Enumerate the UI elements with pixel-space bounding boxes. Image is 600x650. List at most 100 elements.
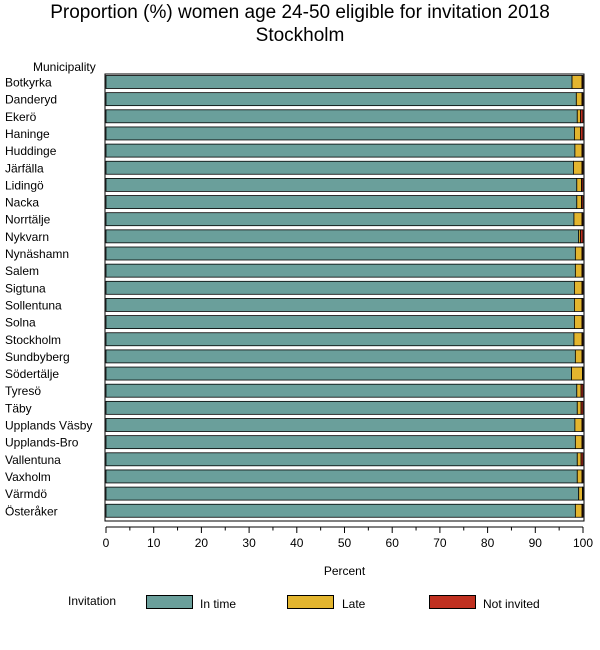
bar-late	[571, 75, 583, 89]
bar-in-time	[105, 263, 576, 278]
bar-late	[574, 349, 583, 364]
category-label: Sollentuna	[5, 298, 62, 312]
bar-not-invited	[581, 75, 584, 89]
legend-swatch-in-time	[146, 595, 193, 609]
bar-late	[578, 486, 583, 501]
bar-in-time	[105, 160, 574, 175]
category-label: Norrtälje	[5, 213, 51, 227]
bar-not-invited	[581, 349, 584, 364]
chart-title: Proportion (%) women age 24-50 eligible …	[50, 2, 550, 23]
bar-late	[576, 177, 582, 192]
bar-in-time	[105, 315, 575, 330]
bar-late	[573, 160, 583, 175]
x-tick-label: 60	[386, 536, 400, 550]
category-label: Österåker	[5, 504, 58, 518]
bar-not-invited	[581, 469, 584, 484]
x-tick-label: 90	[529, 536, 543, 550]
bar-late	[574, 503, 583, 518]
category-label: Täby	[5, 401, 32, 415]
bar-late	[576, 383, 582, 398]
category-label: Haninge	[5, 127, 50, 141]
bar-not-invited	[582, 486, 584, 501]
bar-late	[573, 212, 583, 227]
x-tick-label: 20	[195, 536, 209, 550]
x-tick-label: 50	[338, 536, 352, 550]
bar-in-time	[105, 75, 573, 89]
bar-in-time	[105, 418, 576, 432]
x-tick-label: 40	[290, 536, 304, 550]
bar-late	[574, 246, 583, 261]
bar-in-time	[105, 366, 572, 381]
legend-title: Invitation	[68, 594, 117, 608]
bar-in-time	[105, 383, 578, 398]
category-label: Nykvarn	[5, 230, 49, 244]
bar-not-invited	[581, 332, 584, 347]
bar-late	[576, 452, 582, 467]
bar-late	[574, 315, 583, 330]
x-tick-label: 0	[103, 536, 110, 550]
category-label: Nacka	[5, 196, 39, 210]
bar-in-time	[105, 109, 578, 124]
bar-late	[574, 263, 583, 278]
bar-late	[574, 418, 583, 432]
bar-not-invited	[581, 263, 584, 278]
category-label: Järfälla	[5, 161, 44, 175]
bar-not-invited	[581, 177, 584, 192]
bar-not-invited	[580, 109, 584, 124]
category-label: Sundbyberg	[5, 350, 70, 364]
bar-not-invited	[581, 298, 584, 312]
bar-not-invited	[581, 418, 584, 432]
bar-late	[574, 143, 583, 158]
bar-in-time	[105, 400, 578, 415]
bar-not-invited	[581, 435, 584, 450]
bar-not-invited	[580, 229, 584, 244]
x-tick-label: 30	[242, 536, 256, 550]
bar-not-invited	[581, 246, 584, 261]
category-label: Salem	[5, 264, 39, 278]
bar-not-invited	[581, 160, 584, 175]
bar-in-time	[105, 280, 575, 295]
chart-subtitle: Stockholm	[255, 25, 345, 46]
bar-in-time	[105, 143, 576, 158]
bar-late	[574, 126, 582, 141]
bar-not-invited	[581, 143, 584, 158]
bar-not-invited	[581, 503, 584, 518]
bar-late	[576, 195, 582, 209]
x-tick-label: 70	[433, 536, 447, 550]
y-axis-label: Municipality	[33, 60, 96, 74]
bar-not-invited	[581, 315, 584, 330]
category-label: Solna	[5, 316, 36, 330]
bar-not-invited	[580, 126, 584, 141]
bar-in-time	[105, 126, 575, 141]
bar-in-time	[105, 229, 580, 244]
category-label: Sigtuna	[5, 281, 46, 295]
bar-in-time	[105, 177, 578, 192]
x-tick-label: 80	[481, 536, 495, 550]
legend-label-late: Late	[342, 597, 366, 611]
bar-late	[576, 469, 583, 484]
x-tick-label: 10	[147, 536, 161, 550]
category-label: Nynäshamn	[5, 247, 69, 261]
category-label: Tyresö	[5, 384, 41, 398]
bar-in-time	[105, 92, 577, 107]
category-label: Stockholm	[5, 333, 61, 347]
bar-late	[574, 298, 583, 312]
bar-not-invited	[580, 452, 584, 467]
bar-in-time	[105, 332, 575, 347]
category-label: Vaxholm	[5, 470, 51, 484]
category-label: Upplands-Bro	[5, 436, 79, 450]
bar-in-time	[105, 349, 576, 364]
category-label: Huddinge	[5, 144, 57, 158]
bar-in-time	[105, 246, 576, 261]
bar-late	[574, 280, 583, 295]
category-label: Södertälje	[5, 367, 59, 381]
category-label: Värmdö	[5, 487, 47, 501]
legend-swatch-late	[287, 595, 334, 609]
bar-in-time	[105, 503, 576, 518]
bar-late	[571, 366, 583, 381]
bar-not-invited	[581, 195, 584, 209]
bar-in-time	[105, 435, 576, 450]
legend-label-in-time: In time	[200, 597, 237, 611]
bar-late	[576, 400, 582, 415]
